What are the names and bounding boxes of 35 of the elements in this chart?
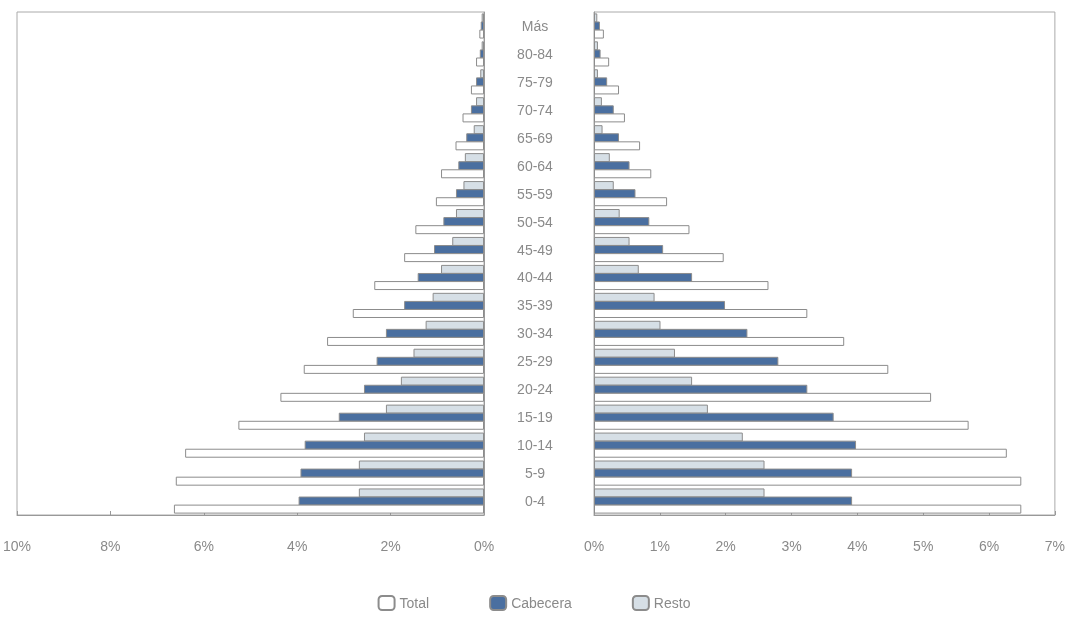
y-tick-label: Más	[521, 17, 549, 34]
x-tick-label: 2%	[715, 538, 736, 554]
x-tick-label: 6%	[193, 538, 214, 554]
y-tick-label: 35-39	[517, 297, 554, 314]
y-tick-label: 75-79	[517, 73, 554, 90]
y-tick-label: 45-49	[517, 241, 554, 258]
y-tick-label: 10-14	[517, 437, 554, 454]
y-tick-label: 55-59	[517, 185, 554, 202]
x-tick-label: 3%	[781, 538, 802, 554]
x-tick-label: 7%	[1044, 538, 1065, 554]
y-tick-label: 15-19	[517, 409, 554, 426]
legend-label: Resto	[653, 595, 691, 611]
y-tick-label: 80-84	[517, 45, 554, 62]
y-tick-label: 70-74	[517, 101, 554, 118]
x-tick-label: 6%	[978, 538, 1000, 554]
y-tick-label: 60-64	[517, 157, 554, 174]
y-tick-label: 65-69	[517, 129, 554, 146]
x-tick-label: 5%	[913, 538, 934, 554]
y-tick-label: 20-24	[517, 381, 554, 398]
x-tick-label: 10%	[2, 538, 32, 554]
x-tick-label: 1%	[649, 538, 670, 554]
x-tick-label: 0%	[473, 538, 495, 554]
x-tick-label: 0%	[583, 538, 605, 554]
y-tick-label: 0-4	[524, 493, 546, 510]
x-tick-label: 8%	[100, 538, 121, 554]
x-tick-label: 2%	[380, 538, 401, 554]
legend-label: Total	[399, 595, 430, 611]
y-tick-label: 5-9	[524, 465, 546, 482]
legend-label: Cabecera	[511, 595, 573, 611]
x-tick-label: 4%	[287, 538, 308, 554]
y-tick-label: 25-29	[517, 353, 554, 370]
y-tick-label: 40-44	[517, 269, 554, 286]
x-tick-label: 4%	[847, 538, 868, 554]
y-tick-label: 50-54	[517, 213, 554, 230]
y-tick-label: 30-34	[517, 325, 554, 342]
